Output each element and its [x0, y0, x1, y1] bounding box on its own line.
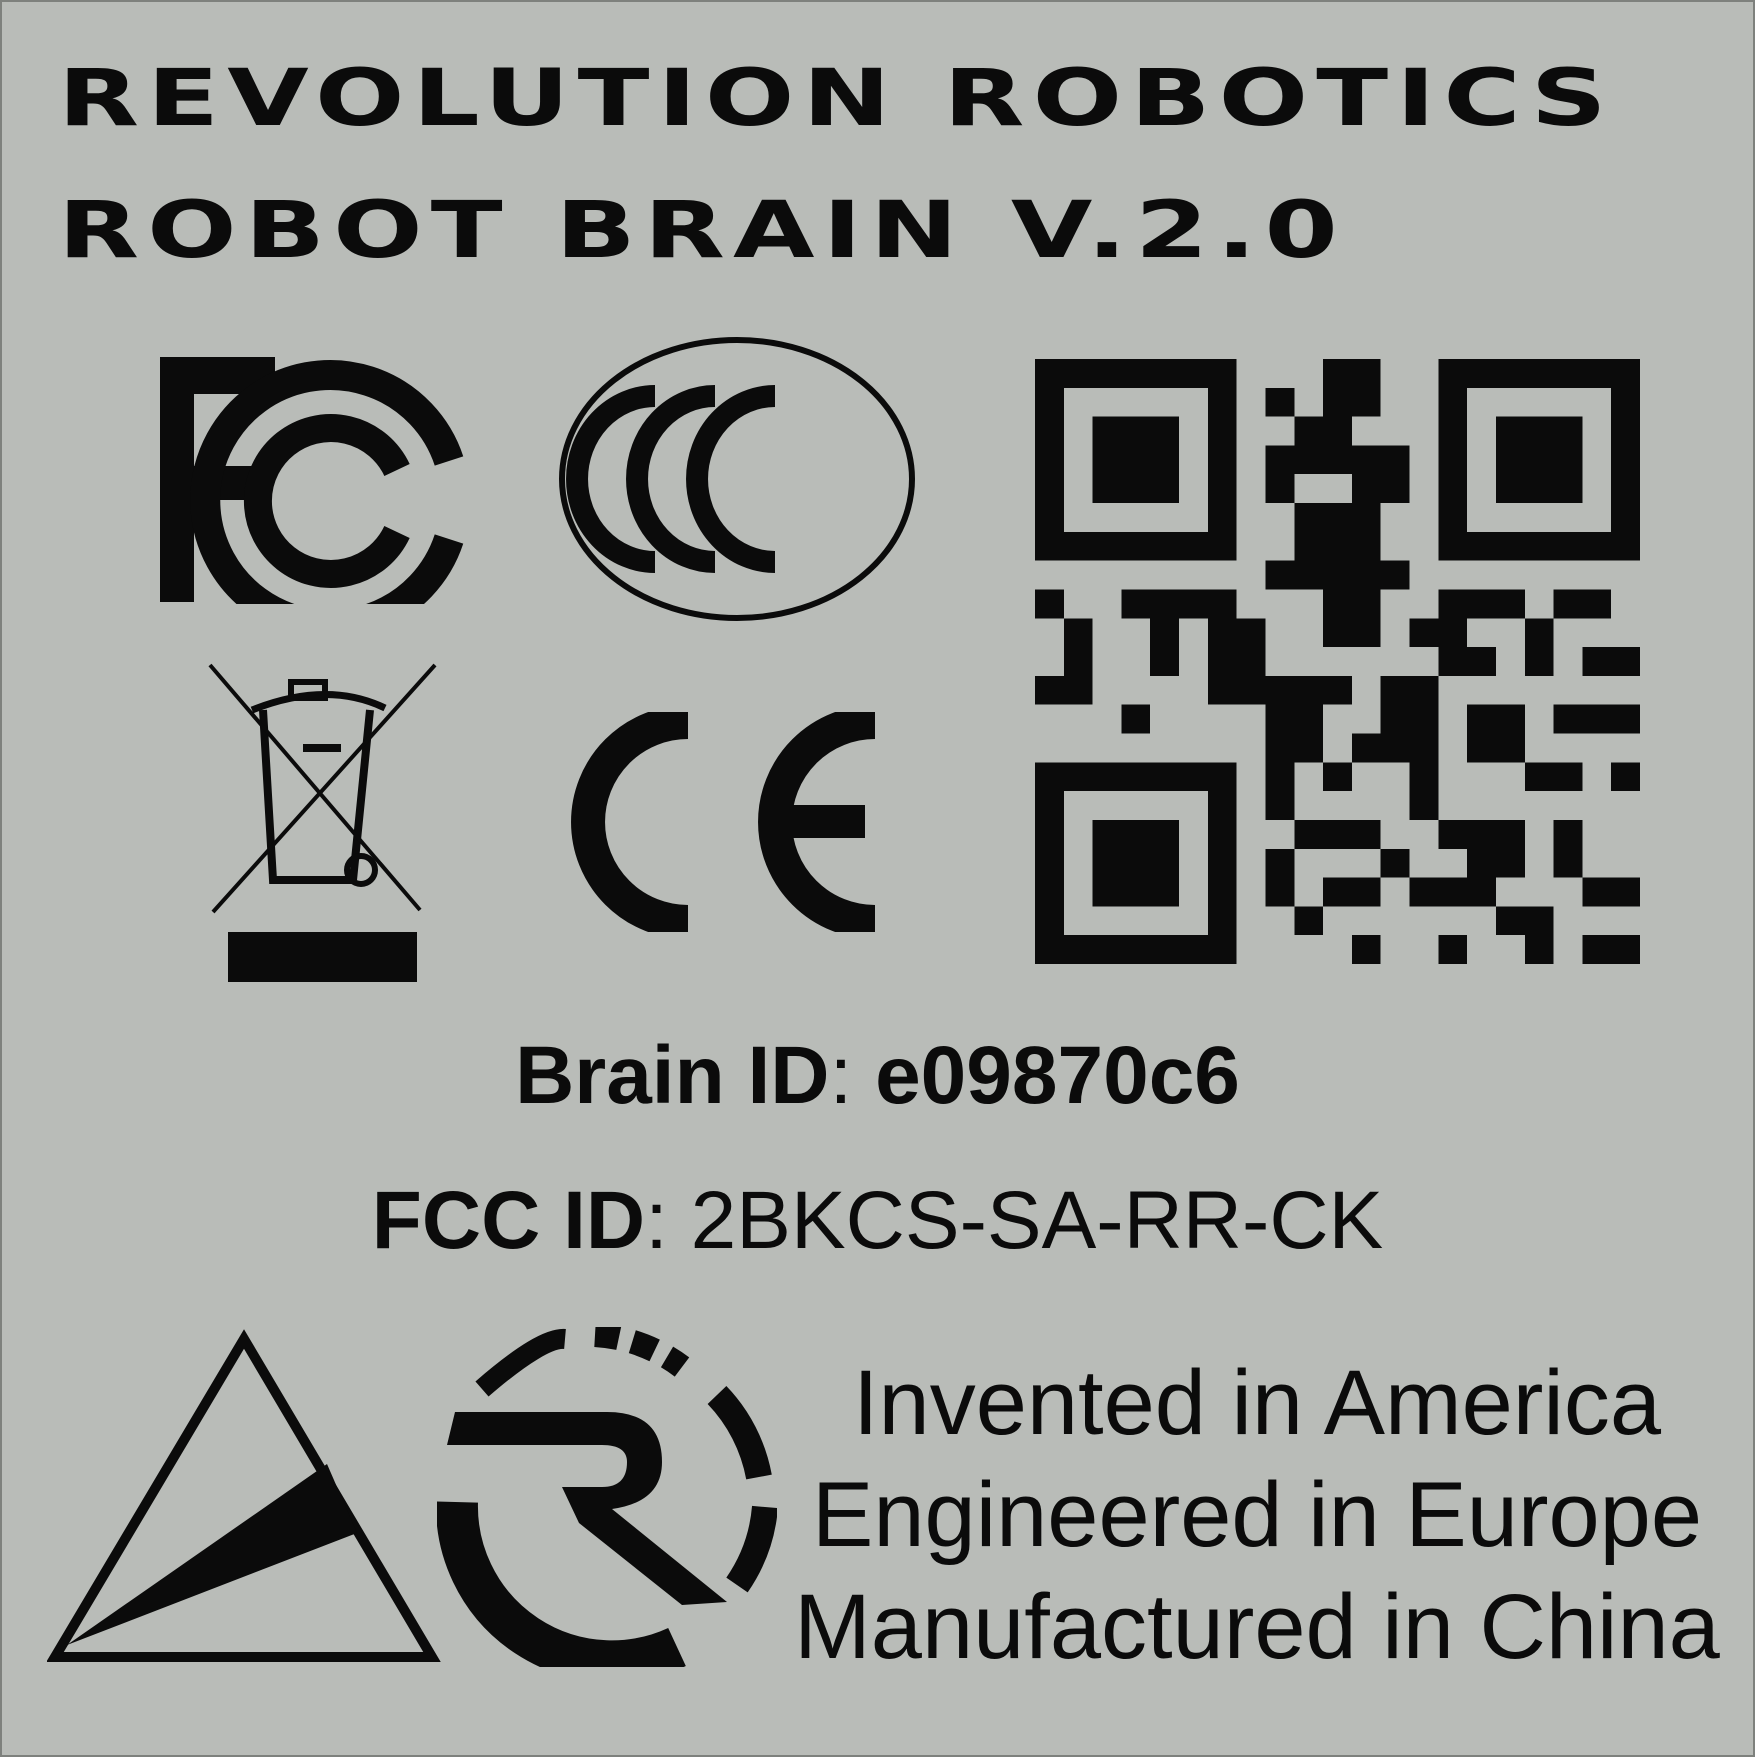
origin-line: Manufactured in China — [794, 1576, 1720, 1678]
brain-id-separator: : — [829, 1030, 853, 1121]
fcc-id-value: 2BKCS-SA-RR-CK — [690, 1175, 1384, 1266]
fcc-id-separator: : — [645, 1175, 668, 1266]
model-name: ROBOT BRAIN V.2.0 — [58, 186, 1346, 276]
revolution-r-logo-icon — [437, 1327, 777, 1667]
brain-id: Brain ID: e09870c6 — [2, 1035, 1753, 1117]
brain-id-label: Brain ID — [515, 1030, 830, 1121]
weee-bin-icon — [208, 663, 437, 982]
qr-code-icon — [1035, 359, 1640, 964]
fcc-logo-icon — [160, 357, 464, 604]
origin-statement: Invented in America Engineered in Europe… — [792, 1347, 1722, 1683]
origin-line: Invented in America — [852, 1352, 1661, 1454]
origin-line: Engineered in Europe — [812, 1464, 1702, 1566]
brand-name: REVOLUTION ROBOTICS — [58, 54, 1615, 144]
fcc-id: FCC ID: 2BKCS-SA-RR-CK — [2, 1180, 1753, 1262]
ce-mark-icon — [571, 712, 876, 932]
triangle-logo-icon — [47, 1329, 441, 1662]
ccc-mark-icon — [559, 337, 915, 621]
brain-id-value: e09870c6 — [875, 1030, 1240, 1121]
fcc-id-label: FCC ID — [371, 1175, 646, 1266]
